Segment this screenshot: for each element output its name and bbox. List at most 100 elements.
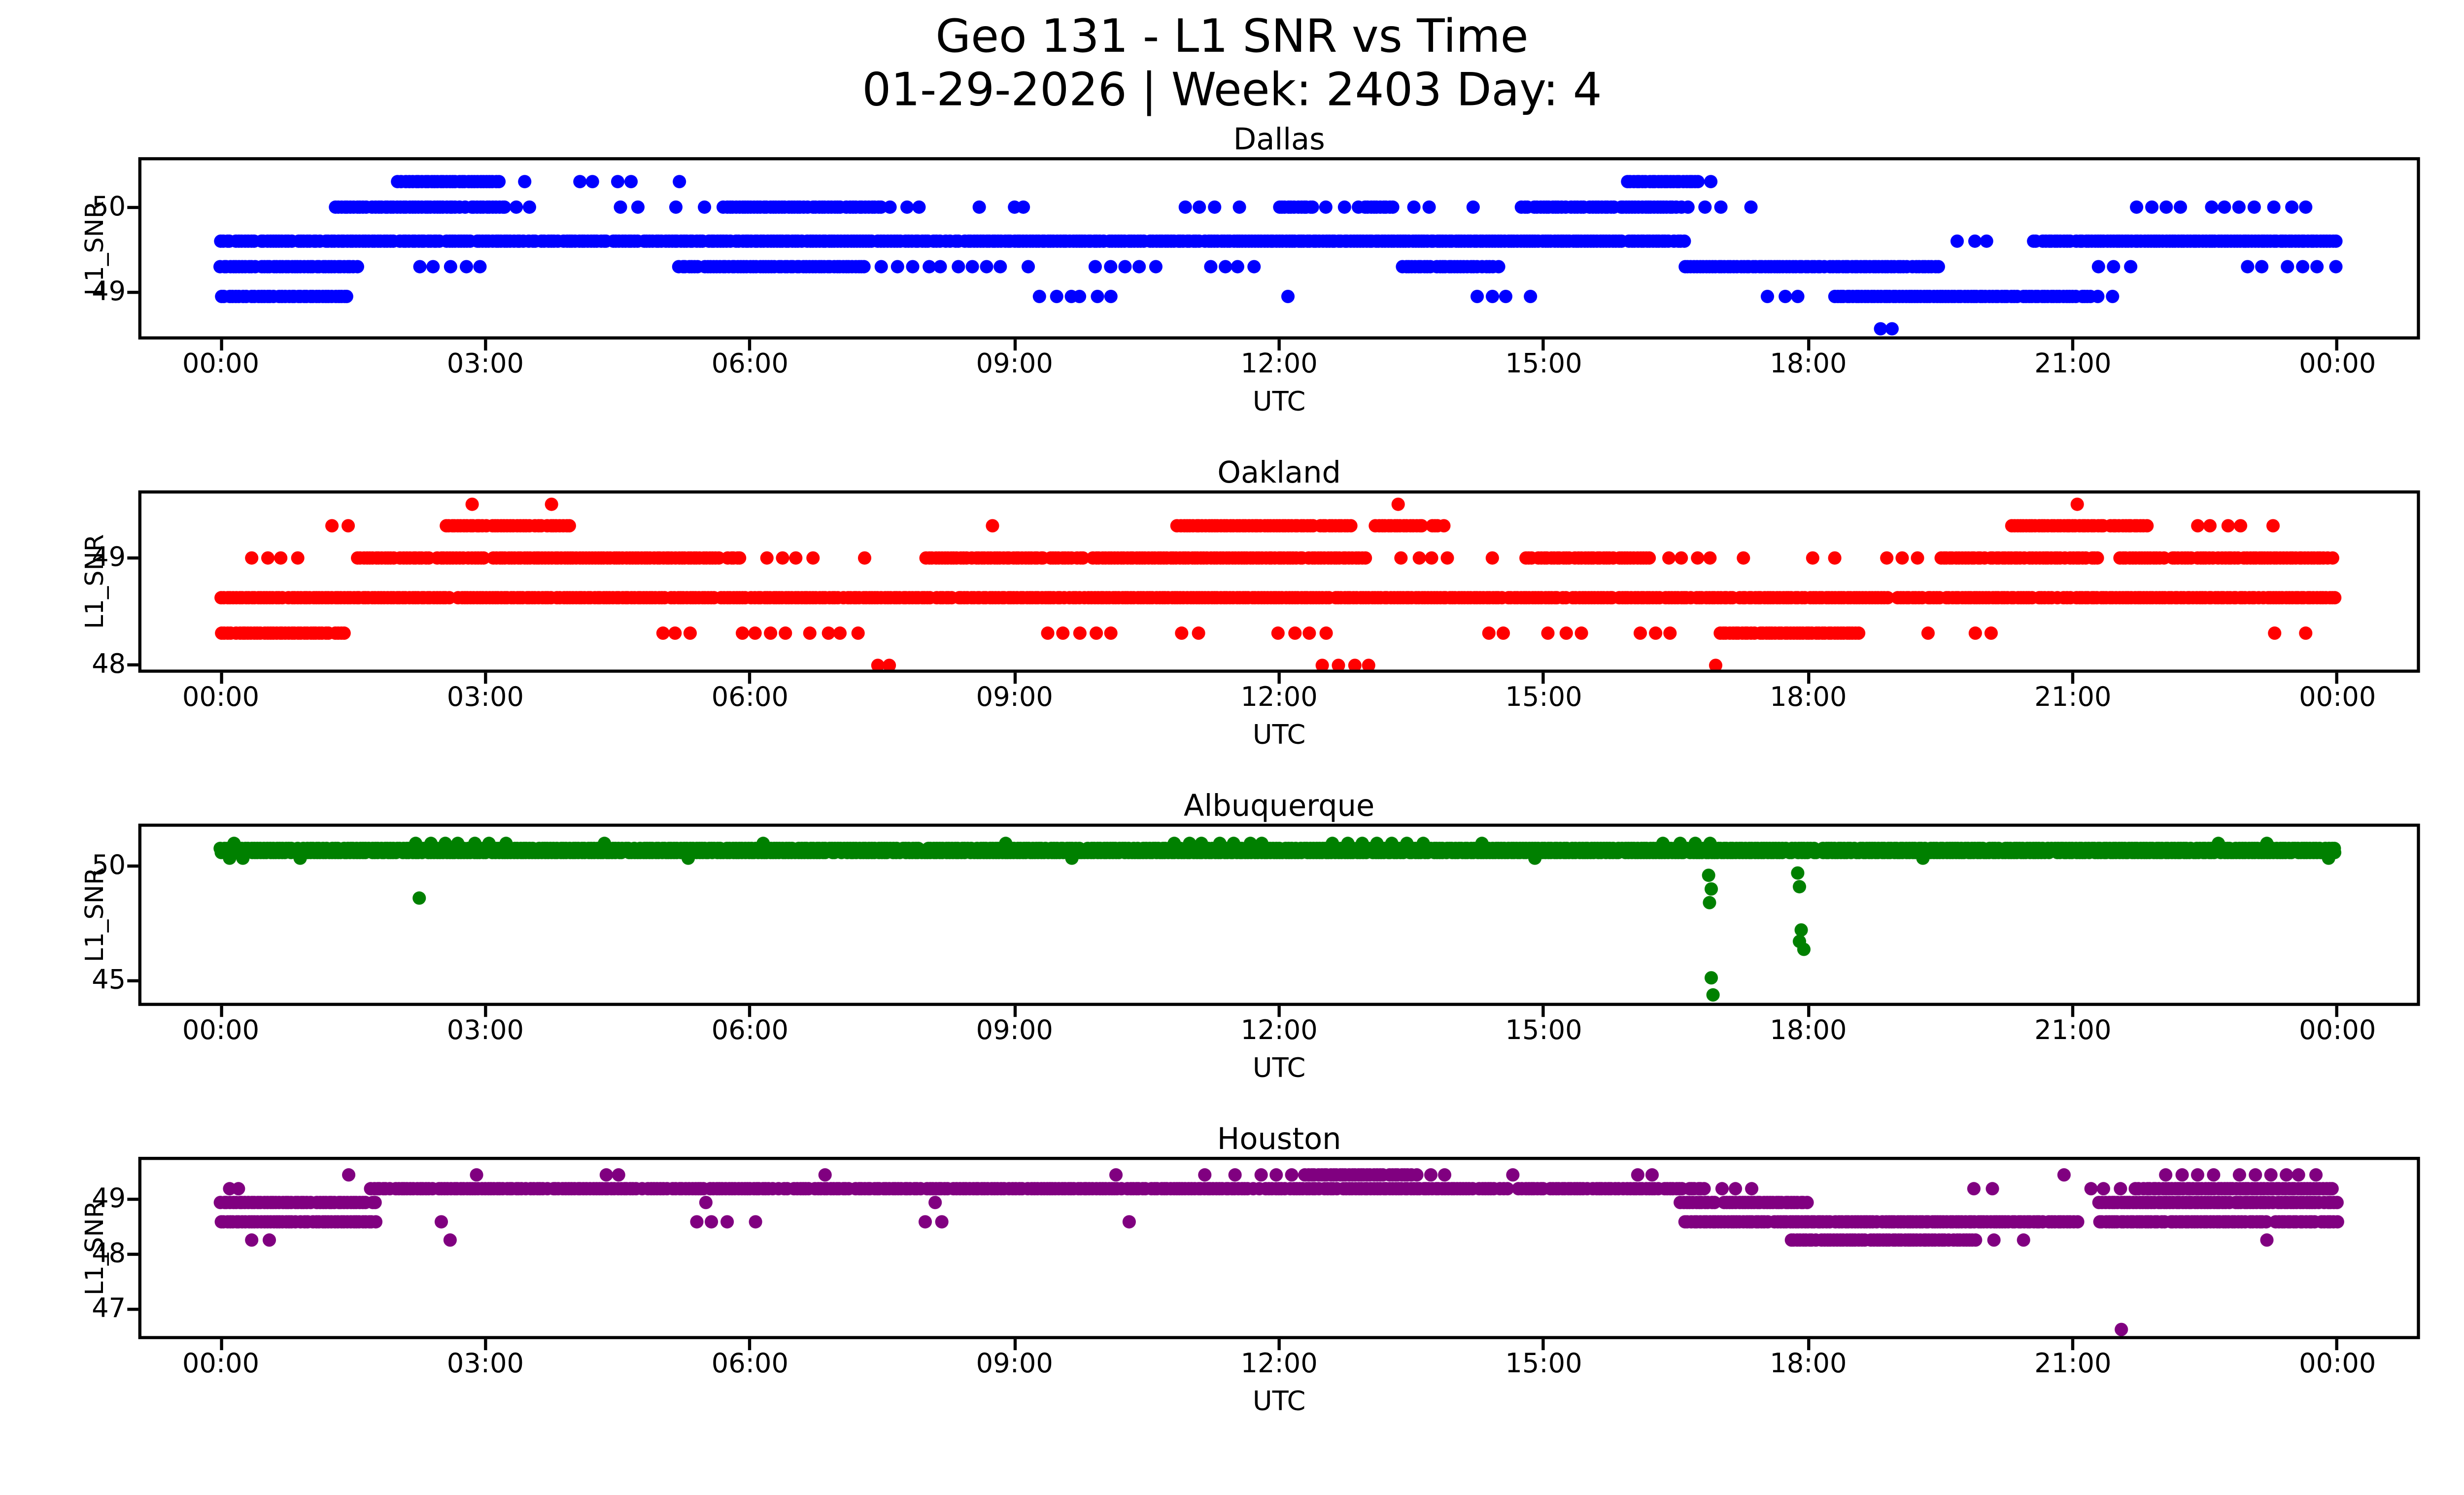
x-tick-mark bbox=[1542, 339, 1545, 351]
y-axis-label: L1_SNR bbox=[79, 201, 109, 296]
subplot-title: Dallas bbox=[1233, 122, 1325, 157]
x-tick-label: 00:00 bbox=[2299, 1015, 2376, 1047]
y-tick-label: 47 bbox=[92, 1294, 126, 1326]
x-tick-label: 09:00 bbox=[976, 1348, 1053, 1380]
x-tick-mark bbox=[2336, 1339, 2339, 1351]
x-tick-label: 06:00 bbox=[711, 1348, 788, 1380]
figure-title-line2: 01-29-2026 | Week: 2403 Day: 4 bbox=[862, 63, 1602, 117]
x-tick-mark bbox=[2336, 672, 2339, 684]
y-tick-mark bbox=[127, 663, 138, 667]
x-axis-label: UTC bbox=[1252, 1053, 1306, 1085]
x-tick-mark bbox=[1277, 672, 1281, 684]
y-tick-label: 48 bbox=[92, 649, 126, 681]
y-tick-mark bbox=[127, 556, 138, 560]
plot-area bbox=[138, 1156, 2420, 1339]
x-tick-mark bbox=[1277, 1006, 1281, 1017]
x-tick-label: 18:00 bbox=[1770, 1348, 1847, 1380]
x-tick-mark bbox=[219, 1006, 223, 1017]
x-tick-label: 18:00 bbox=[1770, 682, 1847, 714]
y-axis-label: L1_SNR bbox=[79, 534, 109, 629]
x-tick-mark bbox=[1807, 1339, 1810, 1351]
x-tick-mark bbox=[1807, 1006, 1810, 1017]
y-axis-label: L1_SNR bbox=[79, 1200, 109, 1296]
x-tick-mark bbox=[483, 339, 487, 351]
x-tick-mark bbox=[2071, 672, 2075, 684]
plot-area bbox=[138, 490, 2420, 673]
plot-area bbox=[138, 823, 2420, 1006]
x-tick-label: 15:00 bbox=[1505, 348, 1582, 381]
x-tick-mark bbox=[483, 672, 487, 684]
x-tick-label: 21:00 bbox=[2034, 348, 2112, 381]
x-tick-label: 00:00 bbox=[182, 1015, 260, 1047]
x-tick-mark bbox=[2336, 1006, 2339, 1017]
x-axis-label: UTC bbox=[1252, 386, 1306, 418]
subplot-oakland: Oakland L1_SNR 00:00 03:00 06:00 09:00 12:00… bbox=[0, 456, 2464, 789]
x-axis-label: UTC bbox=[1252, 720, 1306, 752]
x-tick-label: 12:00 bbox=[1240, 682, 1318, 714]
y-tick-mark bbox=[127, 1198, 138, 1202]
x-tick-label: 12:00 bbox=[1240, 1348, 1318, 1380]
x-tick-label: 12:00 bbox=[1240, 1015, 1318, 1047]
x-tick-label: 00:00 bbox=[182, 1348, 260, 1380]
x-tick-label: 00:00 bbox=[182, 682, 260, 714]
x-tick-label: 00:00 bbox=[2299, 348, 2376, 381]
x-tick-label: 21:00 bbox=[2034, 1015, 2112, 1047]
x-tick-mark bbox=[1013, 672, 1016, 684]
figure-title: Geo 131 - L1 SNR vs Time 01-29-2026 | We… bbox=[0, 9, 2464, 117]
x-tick-label: 06:00 bbox=[711, 682, 788, 714]
y-tick-mark bbox=[127, 1308, 138, 1312]
x-tick-label: 15:00 bbox=[1505, 1348, 1582, 1380]
x-tick-mark bbox=[748, 1339, 752, 1351]
x-tick-label: 12:00 bbox=[1240, 348, 1318, 381]
figure: Geo 131 - L1 SNR vs Time 01-29-2026 | We… bbox=[0, 9, 2464, 1418]
x-tick-label: 00:00 bbox=[2299, 1348, 2376, 1380]
x-tick-mark bbox=[748, 672, 752, 684]
x-tick-label: 03:00 bbox=[446, 682, 524, 714]
y-tick-mark bbox=[127, 290, 138, 294]
x-tick-mark bbox=[483, 1006, 487, 1017]
subplot-title: Oakland bbox=[1217, 455, 1341, 490]
x-tick-label: 00:00 bbox=[182, 348, 260, 381]
x-tick-mark bbox=[1277, 1339, 1281, 1351]
x-tick-mark bbox=[219, 339, 223, 351]
subplot-houston: Houston L1_SNR 00:00 03:00 06:00 09:00 12:00… bbox=[0, 1122, 2464, 1456]
y-tick-mark bbox=[127, 205, 138, 209]
x-tick-label: 03:00 bbox=[446, 1015, 524, 1047]
subplot-albuquerque: Albuquerque L1_SNR 00:00 03:00 06:00 09:00 1… bbox=[0, 789, 2464, 1122]
x-tick-label: 18:00 bbox=[1770, 1015, 1847, 1047]
x-tick-label: 09:00 bbox=[976, 348, 1053, 381]
x-tick-label: 03:00 bbox=[446, 1348, 524, 1380]
x-tick-mark bbox=[2071, 339, 2075, 351]
y-tick-label: 45 bbox=[92, 964, 126, 996]
y-tick-mark bbox=[127, 865, 138, 868]
y-tick-mark bbox=[127, 1253, 138, 1257]
x-tick-mark bbox=[1542, 1006, 1545, 1017]
x-tick-mark bbox=[1542, 1339, 1545, 1351]
x-tick-mark bbox=[748, 339, 752, 351]
plot-area bbox=[138, 157, 2420, 340]
x-tick-mark bbox=[1013, 1339, 1016, 1351]
scatter-canvas bbox=[141, 1160, 2417, 1336]
x-tick-label: 21:00 bbox=[2034, 1348, 2112, 1380]
x-tick-label: 03:00 bbox=[446, 348, 524, 381]
x-tick-mark bbox=[1013, 1006, 1016, 1017]
x-axis-label: UTC bbox=[1252, 1386, 1306, 1418]
x-tick-label: 00:00 bbox=[2299, 682, 2376, 714]
x-tick-label: 06:00 bbox=[711, 348, 788, 381]
y-axis-label: L1_SNR bbox=[79, 867, 109, 963]
x-tick-label: 09:00 bbox=[976, 682, 1053, 714]
x-tick-label: 18:00 bbox=[1770, 348, 1847, 381]
x-tick-label: 15:00 bbox=[1505, 1015, 1582, 1047]
x-tick-mark bbox=[1542, 672, 1545, 684]
x-tick-mark bbox=[1013, 339, 1016, 351]
x-tick-mark bbox=[748, 1006, 752, 1017]
scatter-canvas bbox=[141, 493, 2417, 670]
x-tick-label: 09:00 bbox=[976, 1015, 1053, 1047]
subplot-title: Albuquerque bbox=[1183, 789, 1375, 824]
x-tick-mark bbox=[1807, 339, 1810, 351]
x-tick-label: 21:00 bbox=[2034, 682, 2112, 714]
x-tick-label: 15:00 bbox=[1505, 682, 1582, 714]
x-tick-mark bbox=[2336, 339, 2339, 351]
figure-title-line1: Geo 131 - L1 SNR vs Time bbox=[935, 9, 1529, 63]
x-tick-mark bbox=[2071, 1006, 2075, 1017]
